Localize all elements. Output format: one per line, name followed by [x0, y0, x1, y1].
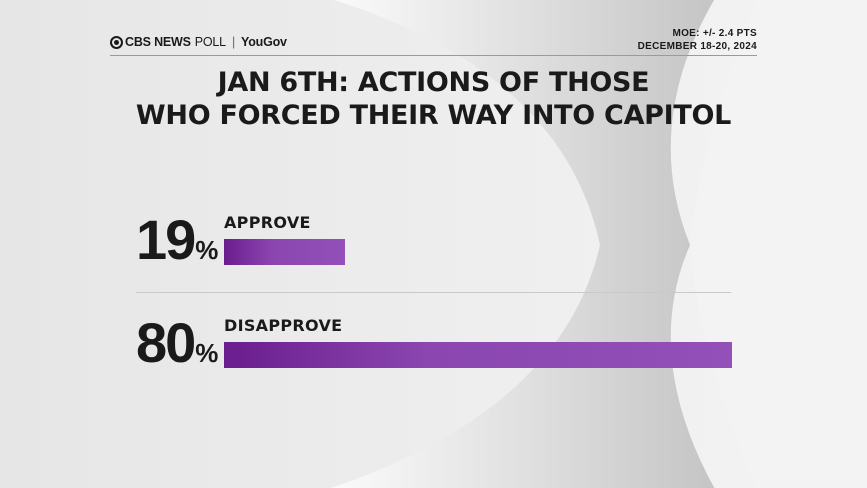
moe-text: MOE: +/- 2.4 PTS	[672, 28, 757, 39]
brand-separator: |	[231, 35, 235, 49]
disapprove-label: DISAPPROVE	[224, 316, 343, 335]
poll-meta: MOE: +/- 2.4 PTS DECEMBER 18-20, 2024	[638, 27, 757, 53]
disapprove-percent: 80%	[136, 310, 218, 375]
brand-logo: CBS NEWS POLL | YouGov	[110, 35, 287, 49]
partner-name: YouGov	[241, 35, 287, 49]
approve-percent: 19%	[136, 207, 218, 272]
disapprove-bar	[224, 342, 732, 368]
chart-title: JAN 6TH: ACTIONS OF THOSE WHO FORCED THE…	[60, 66, 807, 132]
title-line-2: WHO FORCED THEIR WAY INTO CAPITOL	[135, 100, 732, 131]
approve-value: 19	[136, 208, 196, 271]
header-rule	[110, 55, 757, 56]
approve-label: APPROVE	[224, 213, 311, 232]
brand-poll: POLL	[194, 35, 226, 49]
poll-dates: DECEMBER 18-20, 2024	[637, 41, 757, 52]
row-divider	[136, 292, 731, 293]
title-line-1: JAN 6TH: ACTIONS OF THOSE	[217, 67, 650, 98]
cbs-eye-icon	[110, 35, 123, 49]
approve-percent-sign: %	[195, 235, 219, 265]
approve-bar	[224, 239, 345, 265]
disapprove-value: 80	[136, 311, 196, 374]
header: CBS NEWS POLL | YouGov MOE: +/- 2.4 PTS …	[110, 27, 757, 53]
brand-name: CBS NEWS	[125, 35, 191, 49]
disapprove-percent-sign: %	[195, 338, 219, 368]
